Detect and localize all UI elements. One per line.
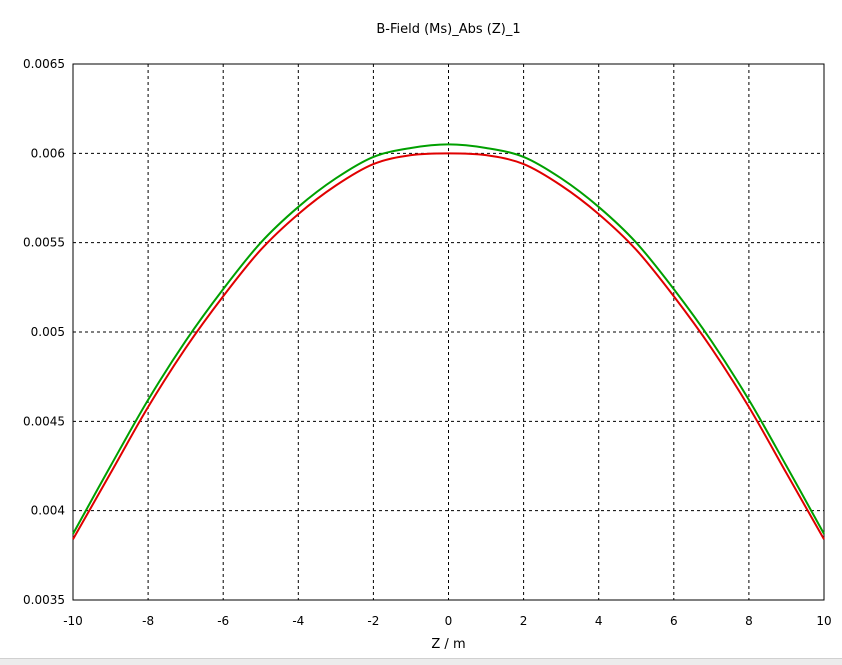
x-tick-label: -4 — [292, 614, 304, 628]
x-tick-label: 8 — [745, 614, 753, 628]
x-tick-label: 0 — [445, 614, 453, 628]
grid-layer — [73, 64, 824, 600]
y-tick-label: 0.0055 — [23, 236, 65, 250]
x-tick-label: -2 — [367, 614, 379, 628]
x-tick-label: -8 — [142, 614, 154, 628]
series-layer — [72, 143, 825, 540]
x-tick-label: -6 — [217, 614, 229, 628]
x-tick-label: 4 — [595, 614, 603, 628]
y-tick-label: 0.0045 — [23, 414, 65, 428]
tick-layer: -10 -8 -6 -4 -2 0 2 4 6 8 10 0.0035 0.004 0.0045 0.005… — [23, 57, 832, 628]
chart-title: B-Field (Ms)_Abs (Z)_1 — [376, 22, 521, 37]
x-tick-label: 10 — [816, 614, 831, 628]
x-tick-label: 2 — [520, 614, 528, 628]
x-tick-label: 6 — [670, 614, 678, 628]
y-tick-label: 0.004 — [31, 504, 65, 518]
y-tick-label: 0.005 — [31, 325, 65, 339]
x-tick-label: -10 — [63, 614, 83, 628]
y-tick-label: 0.0065 — [23, 57, 65, 71]
series-line-2 — [72, 152, 825, 540]
plot-frame — [72, 63, 825, 601]
status-bar — [0, 658, 842, 665]
y-tick-label: 0.0035 — [23, 593, 65, 607]
x-axis-label: Z / m — [431, 637, 466, 652]
y-tick-label: 0.006 — [31, 146, 65, 160]
series-line-1 — [72, 143, 825, 535]
